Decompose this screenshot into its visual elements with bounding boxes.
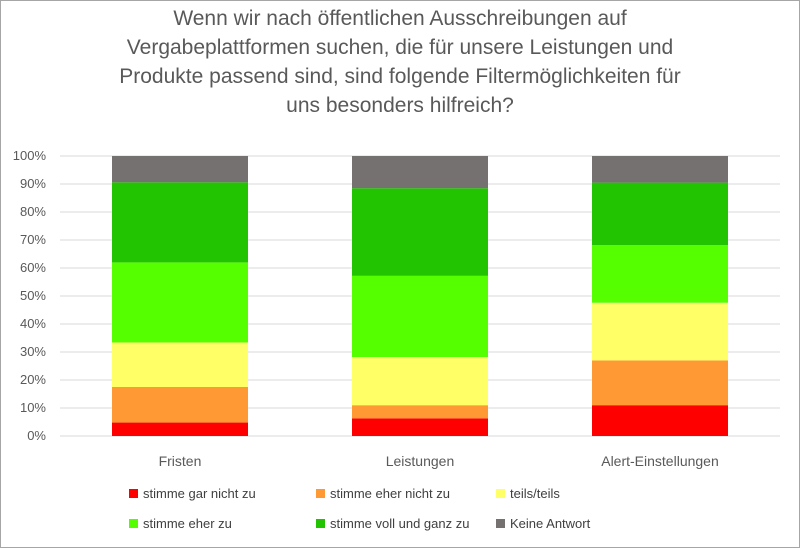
bar-segment: [112, 182, 248, 263]
bar-segment: [352, 405, 488, 419]
bar-segment: [592, 245, 728, 303]
y-tick-label: 50%: [20, 288, 46, 303]
legend-swatch: [316, 519, 325, 528]
legend-label: stimme voll und ganz zu: [330, 516, 469, 531]
bar-segment: [352, 188, 488, 276]
y-tick-label: 40%: [20, 316, 46, 331]
bar-segment: [352, 418, 488, 436]
y-tick-label: 80%: [20, 204, 46, 219]
legend-swatch: [129, 489, 138, 498]
y-tick-label: 20%: [20, 372, 46, 387]
bar-segment: [352, 156, 488, 189]
legend-swatch: [496, 519, 505, 528]
legend-swatch: [316, 489, 325, 498]
legend-label: stimme eher nicht zu: [330, 486, 450, 501]
legend-label: stimme eher zu: [143, 516, 232, 531]
y-tick-label: 100%: [13, 148, 47, 163]
bar-segment: [352, 275, 488, 358]
x-category-label: Alert-Einstellungen: [601, 453, 719, 469]
y-tick-label: 0%: [27, 428, 46, 443]
bar-segment: [112, 262, 248, 343]
chart-title-line-2: Vergabeplattformen suchen, die für unser…: [126, 36, 674, 59]
bar-segment: [352, 357, 488, 406]
bar-segment: [112, 342, 248, 387]
legend-label: teils/teils: [510, 486, 560, 501]
bar-segment: [592, 360, 728, 406]
bar-segment: [112, 422, 248, 436]
y-tick-label: 70%: [20, 232, 46, 247]
bar-segment: [112, 156, 248, 183]
legend-label: Keine Antwort: [510, 516, 591, 531]
y-tick-label: 30%: [20, 344, 46, 359]
chart-title-line-4: uns besonders hilfreich?: [286, 94, 514, 117]
legend-swatch: [129, 519, 138, 528]
bar-segment: [592, 182, 728, 246]
chart-title: Wenn wir nach öffentlichen Ausschreibung…: [40, 4, 760, 120]
chart-title-line-1: Wenn wir nach öffentlichen Ausschreibung…: [173, 7, 627, 30]
chart-title-line-3: Produkte passend sind, sind folgende Fil…: [119, 65, 681, 88]
legend-label: stimme gar nicht zu: [143, 486, 256, 501]
x-category-label: Leistungen: [386, 453, 455, 469]
bar-segment: [592, 405, 728, 436]
bar-segment: [592, 156, 728, 183]
y-tick-label: 90%: [20, 176, 46, 191]
y-tick-label: 60%: [20, 260, 46, 275]
y-tick-label: 10%: [20, 400, 46, 415]
x-category-label: Fristen: [159, 453, 202, 469]
legend-swatch: [496, 489, 505, 498]
bar-segment: [112, 387, 248, 423]
bar-segment: [592, 302, 728, 361]
